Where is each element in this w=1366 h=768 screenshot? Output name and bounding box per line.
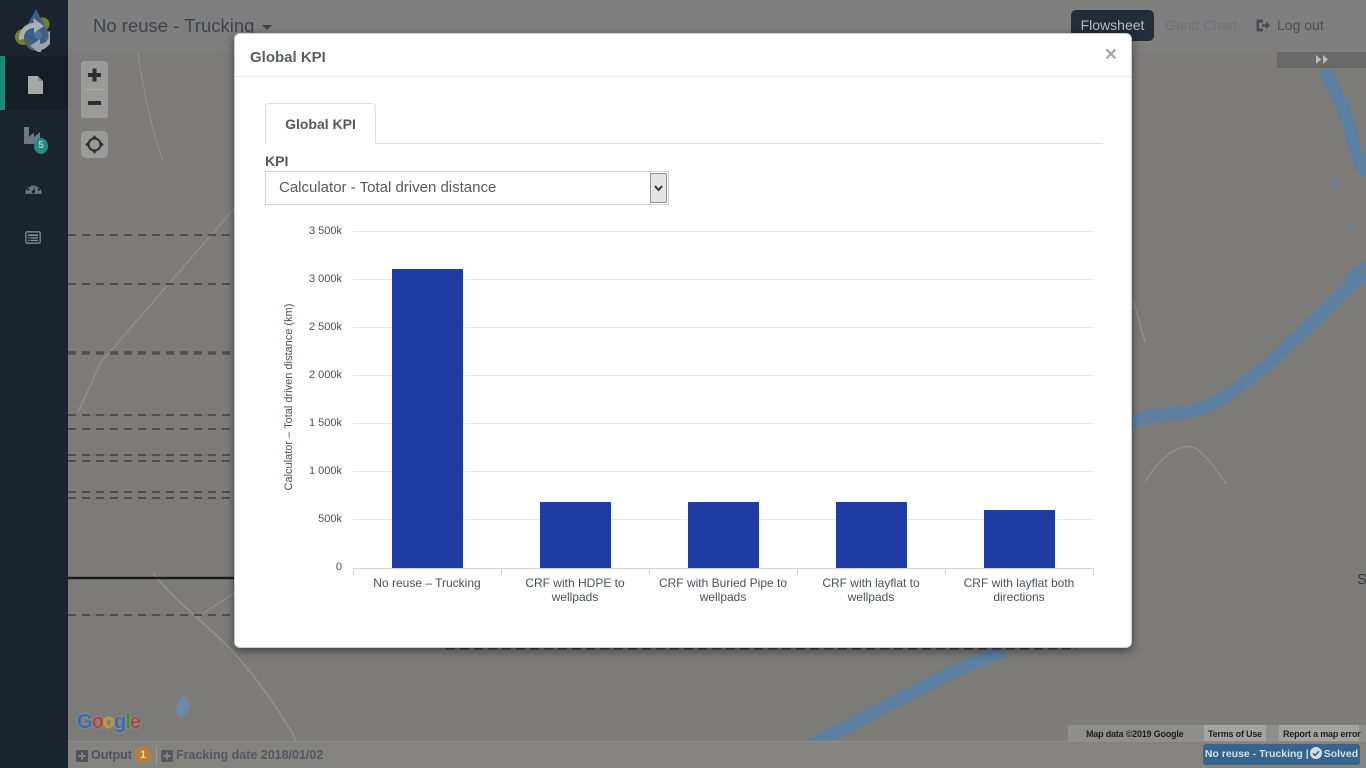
svg-text:S: S xyxy=(1357,571,1366,588)
